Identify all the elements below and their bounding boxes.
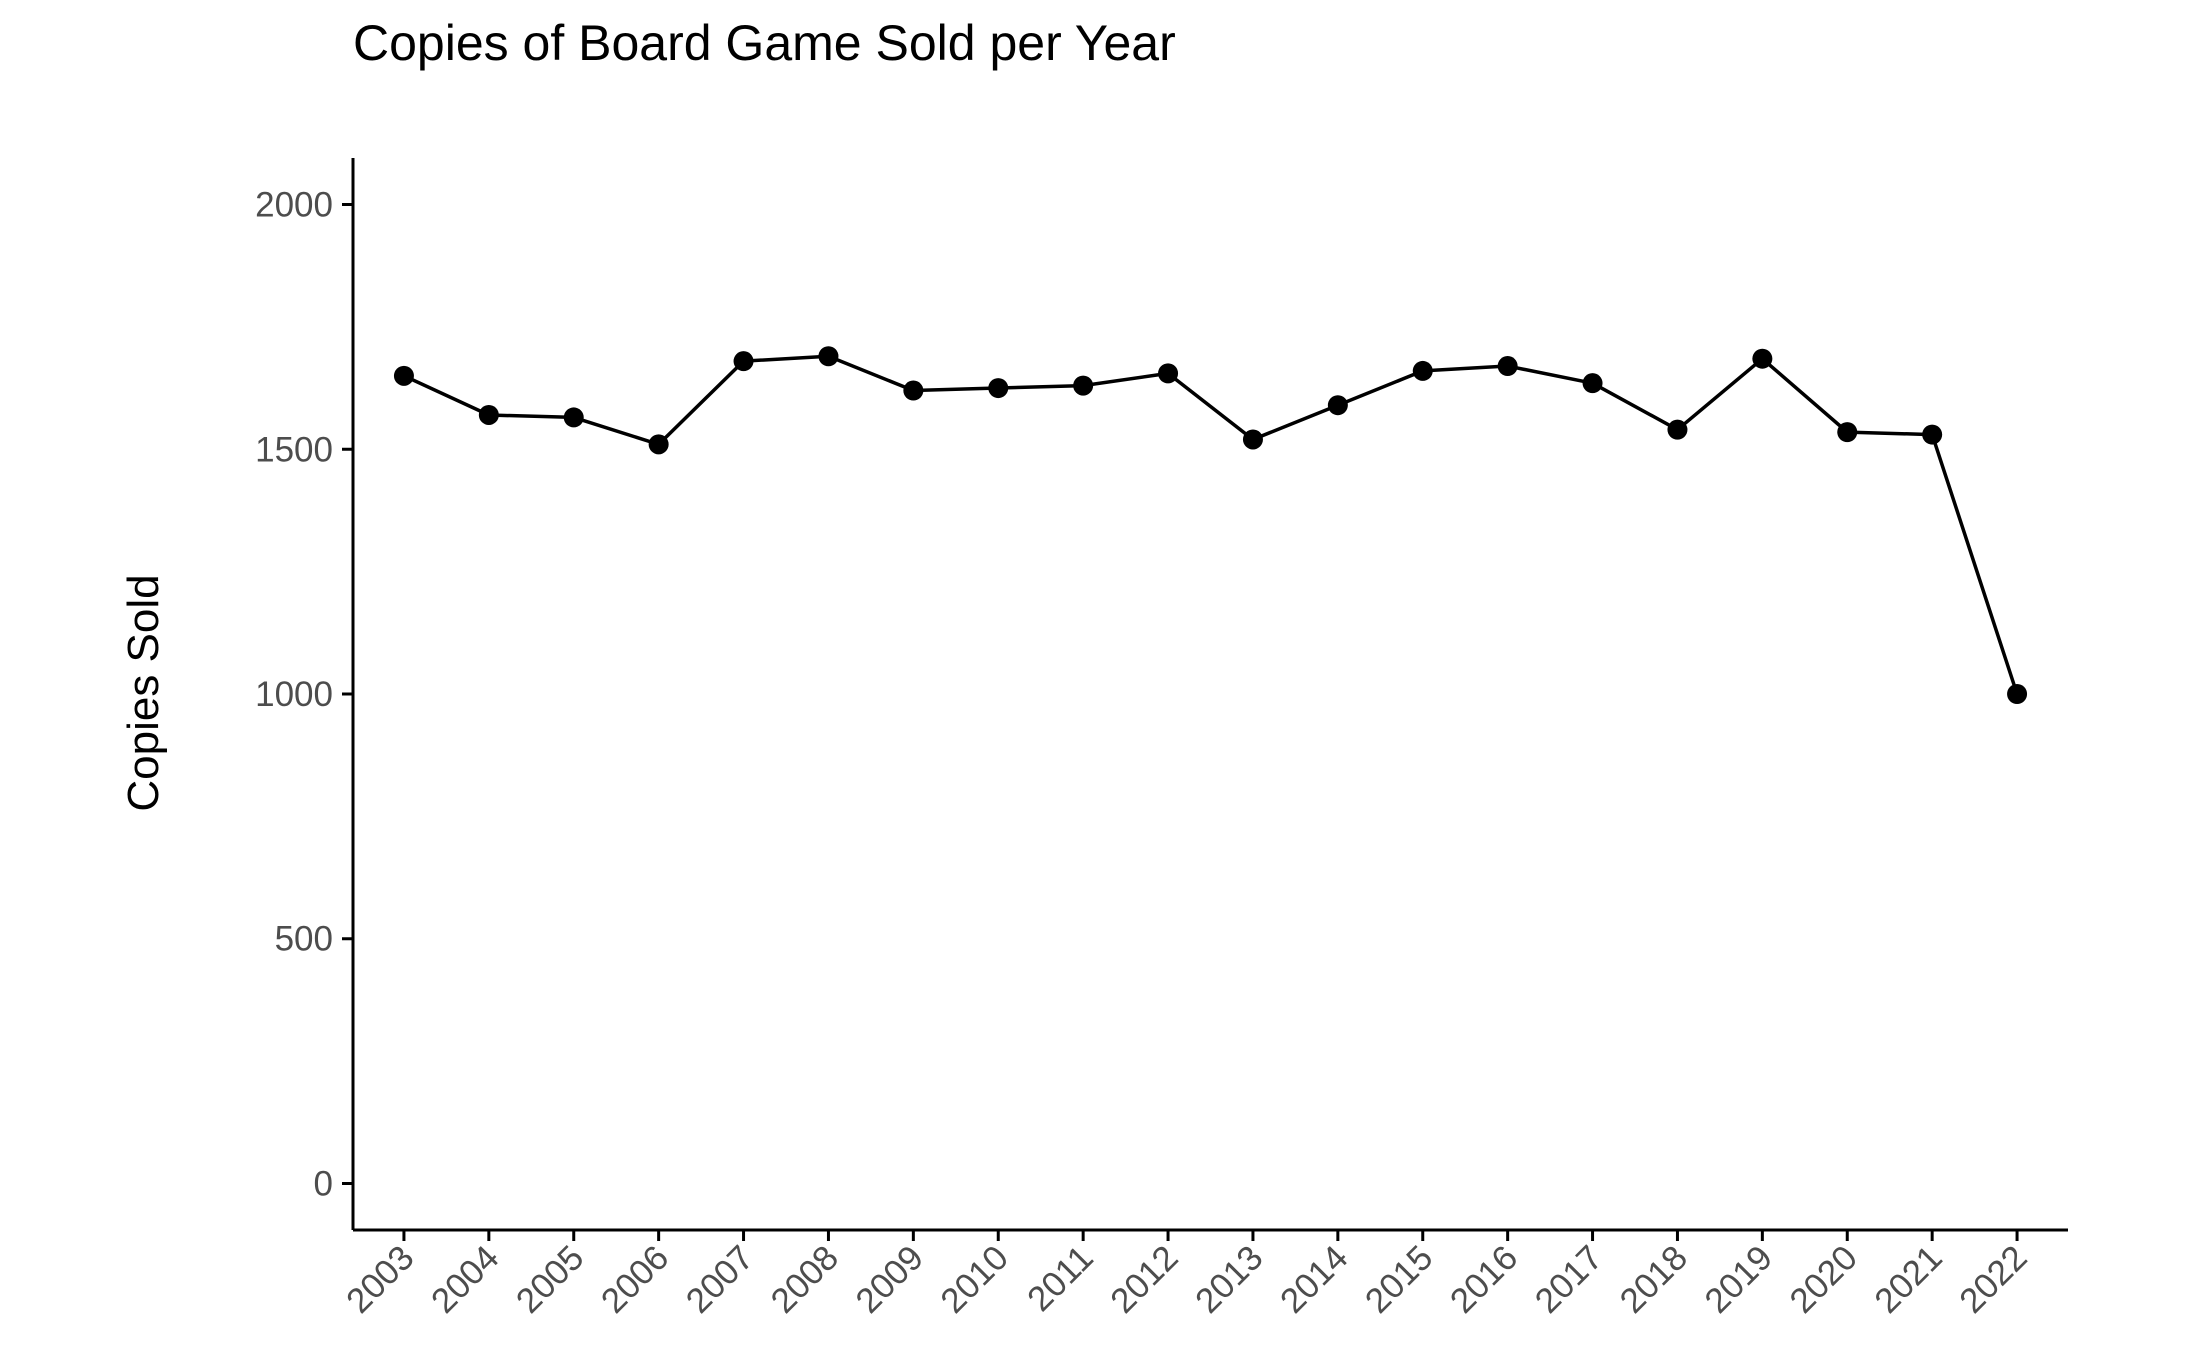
x-tick-label: 2009 xyxy=(848,1238,931,1321)
x-tick-label: 2014 xyxy=(1273,1238,1356,1321)
data-point xyxy=(1837,422,1858,443)
y-axis-title: Copies Sold xyxy=(119,574,168,811)
data-point xyxy=(1582,373,1603,394)
series-line xyxy=(403,354,2019,695)
y-tick-label: 1500 xyxy=(255,430,333,469)
x-tick-label: 2017 xyxy=(1528,1238,1611,1321)
x-tick-label: 2020 xyxy=(1782,1238,1865,1321)
data-point xyxy=(2007,684,2028,704)
data-point xyxy=(1752,348,1773,369)
x-tick-label: 2010 xyxy=(933,1238,1016,1321)
x-tick-label: 2021 xyxy=(1867,1238,1950,1321)
data-point xyxy=(1667,419,1688,440)
x-tick-label: 2004 xyxy=(424,1238,507,1321)
data-point xyxy=(1497,356,1518,377)
data-point xyxy=(1242,429,1263,450)
axes xyxy=(351,158,2068,1232)
data-point xyxy=(818,346,839,367)
data-point xyxy=(1158,363,1179,384)
y-tick-label: 0 xyxy=(314,1164,333,1203)
x-tick-label: 2016 xyxy=(1443,1238,1526,1321)
x-tick-label: 2008 xyxy=(763,1238,846,1321)
data-point xyxy=(903,380,924,401)
y-tick-label: 500 xyxy=(275,920,333,959)
data-point xyxy=(648,434,669,455)
x-tick-label: 2019 xyxy=(1697,1238,1780,1321)
x-tick-label: 2013 xyxy=(1188,1238,1271,1321)
data-point xyxy=(1922,424,1943,445)
x-tick-label: 2006 xyxy=(594,1238,677,1321)
x-tick-label: 2022 xyxy=(1952,1238,2035,1321)
x-tick-label: 2003 xyxy=(339,1238,422,1321)
data-point xyxy=(393,365,414,386)
data-series xyxy=(393,346,2028,704)
x-tick-label: 2015 xyxy=(1358,1238,1441,1321)
x-tick-label: 2005 xyxy=(509,1238,592,1321)
chart-title: Copies of Board Game Sold per Year xyxy=(353,15,1176,71)
x-tick-label: 2011 xyxy=(1020,1238,1101,1319)
data-point xyxy=(563,407,584,428)
data-point xyxy=(988,378,1009,399)
y-tick-label: 2000 xyxy=(255,186,333,225)
data-point xyxy=(1327,395,1348,416)
data-point xyxy=(478,404,499,425)
x-tick-label: 2012 xyxy=(1103,1238,1186,1321)
y-tick-label: 1000 xyxy=(255,675,333,714)
x-axis-ticks: 2003 2004 2005 2006 2007 2008 2009 2010 2011 2012… xyxy=(339,1230,2035,1321)
x-tick-label: 2018 xyxy=(1612,1238,1695,1321)
x-tick-label: 2007 xyxy=(679,1238,762,1321)
data-point xyxy=(1412,360,1433,381)
data-point xyxy=(733,351,754,372)
data-point xyxy=(1073,375,1094,396)
y-axis-ticks: 0 500 1000 1500 2000 xyxy=(255,186,353,1203)
